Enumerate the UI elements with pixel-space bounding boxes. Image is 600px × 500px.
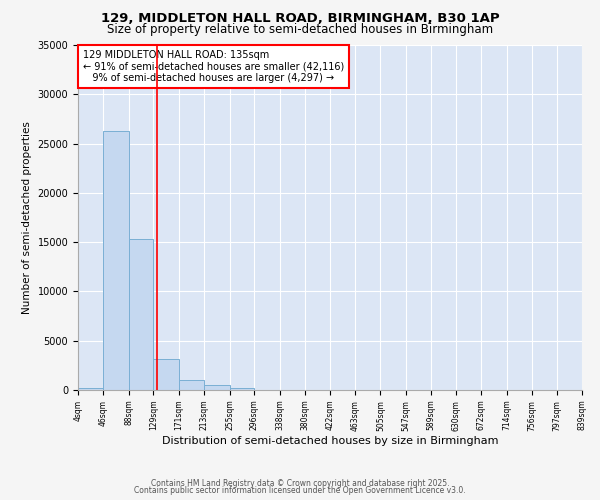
Bar: [129, 239, 154, 390]
Bar: [230, 388, 254, 390]
Text: Contains HM Land Registry data © Crown copyright and database right 2025.: Contains HM Land Registry data © Crown c…: [151, 478, 449, 488]
Bar: [179, 380, 204, 390]
Bar: [78, 388, 103, 390]
Text: 129, MIDDLETON HALL ROAD, BIRMINGHAM, B30 1AP: 129, MIDDLETON HALL ROAD, BIRMINGHAM, B3…: [101, 12, 499, 26]
Text: Contains public sector information licensed under the Open Government Licence v3: Contains public sector information licen…: [134, 486, 466, 495]
Y-axis label: Number of semi-detached properties: Number of semi-detached properties: [22, 121, 32, 314]
X-axis label: Distribution of semi-detached houses by size in Birmingham: Distribution of semi-detached houses by …: [162, 436, 498, 446]
Bar: [103, 131, 129, 390]
Bar: [204, 385, 230, 390]
Bar: [154, 360, 179, 390]
Text: 129 MIDDLETON HALL ROAD: 135sqm
← 91% of semi-detached houses are smaller (42,11: 129 MIDDLETON HALL ROAD: 135sqm ← 91% of…: [83, 50, 344, 84]
Text: Size of property relative to semi-detached houses in Birmingham: Size of property relative to semi-detach…: [107, 22, 493, 36]
